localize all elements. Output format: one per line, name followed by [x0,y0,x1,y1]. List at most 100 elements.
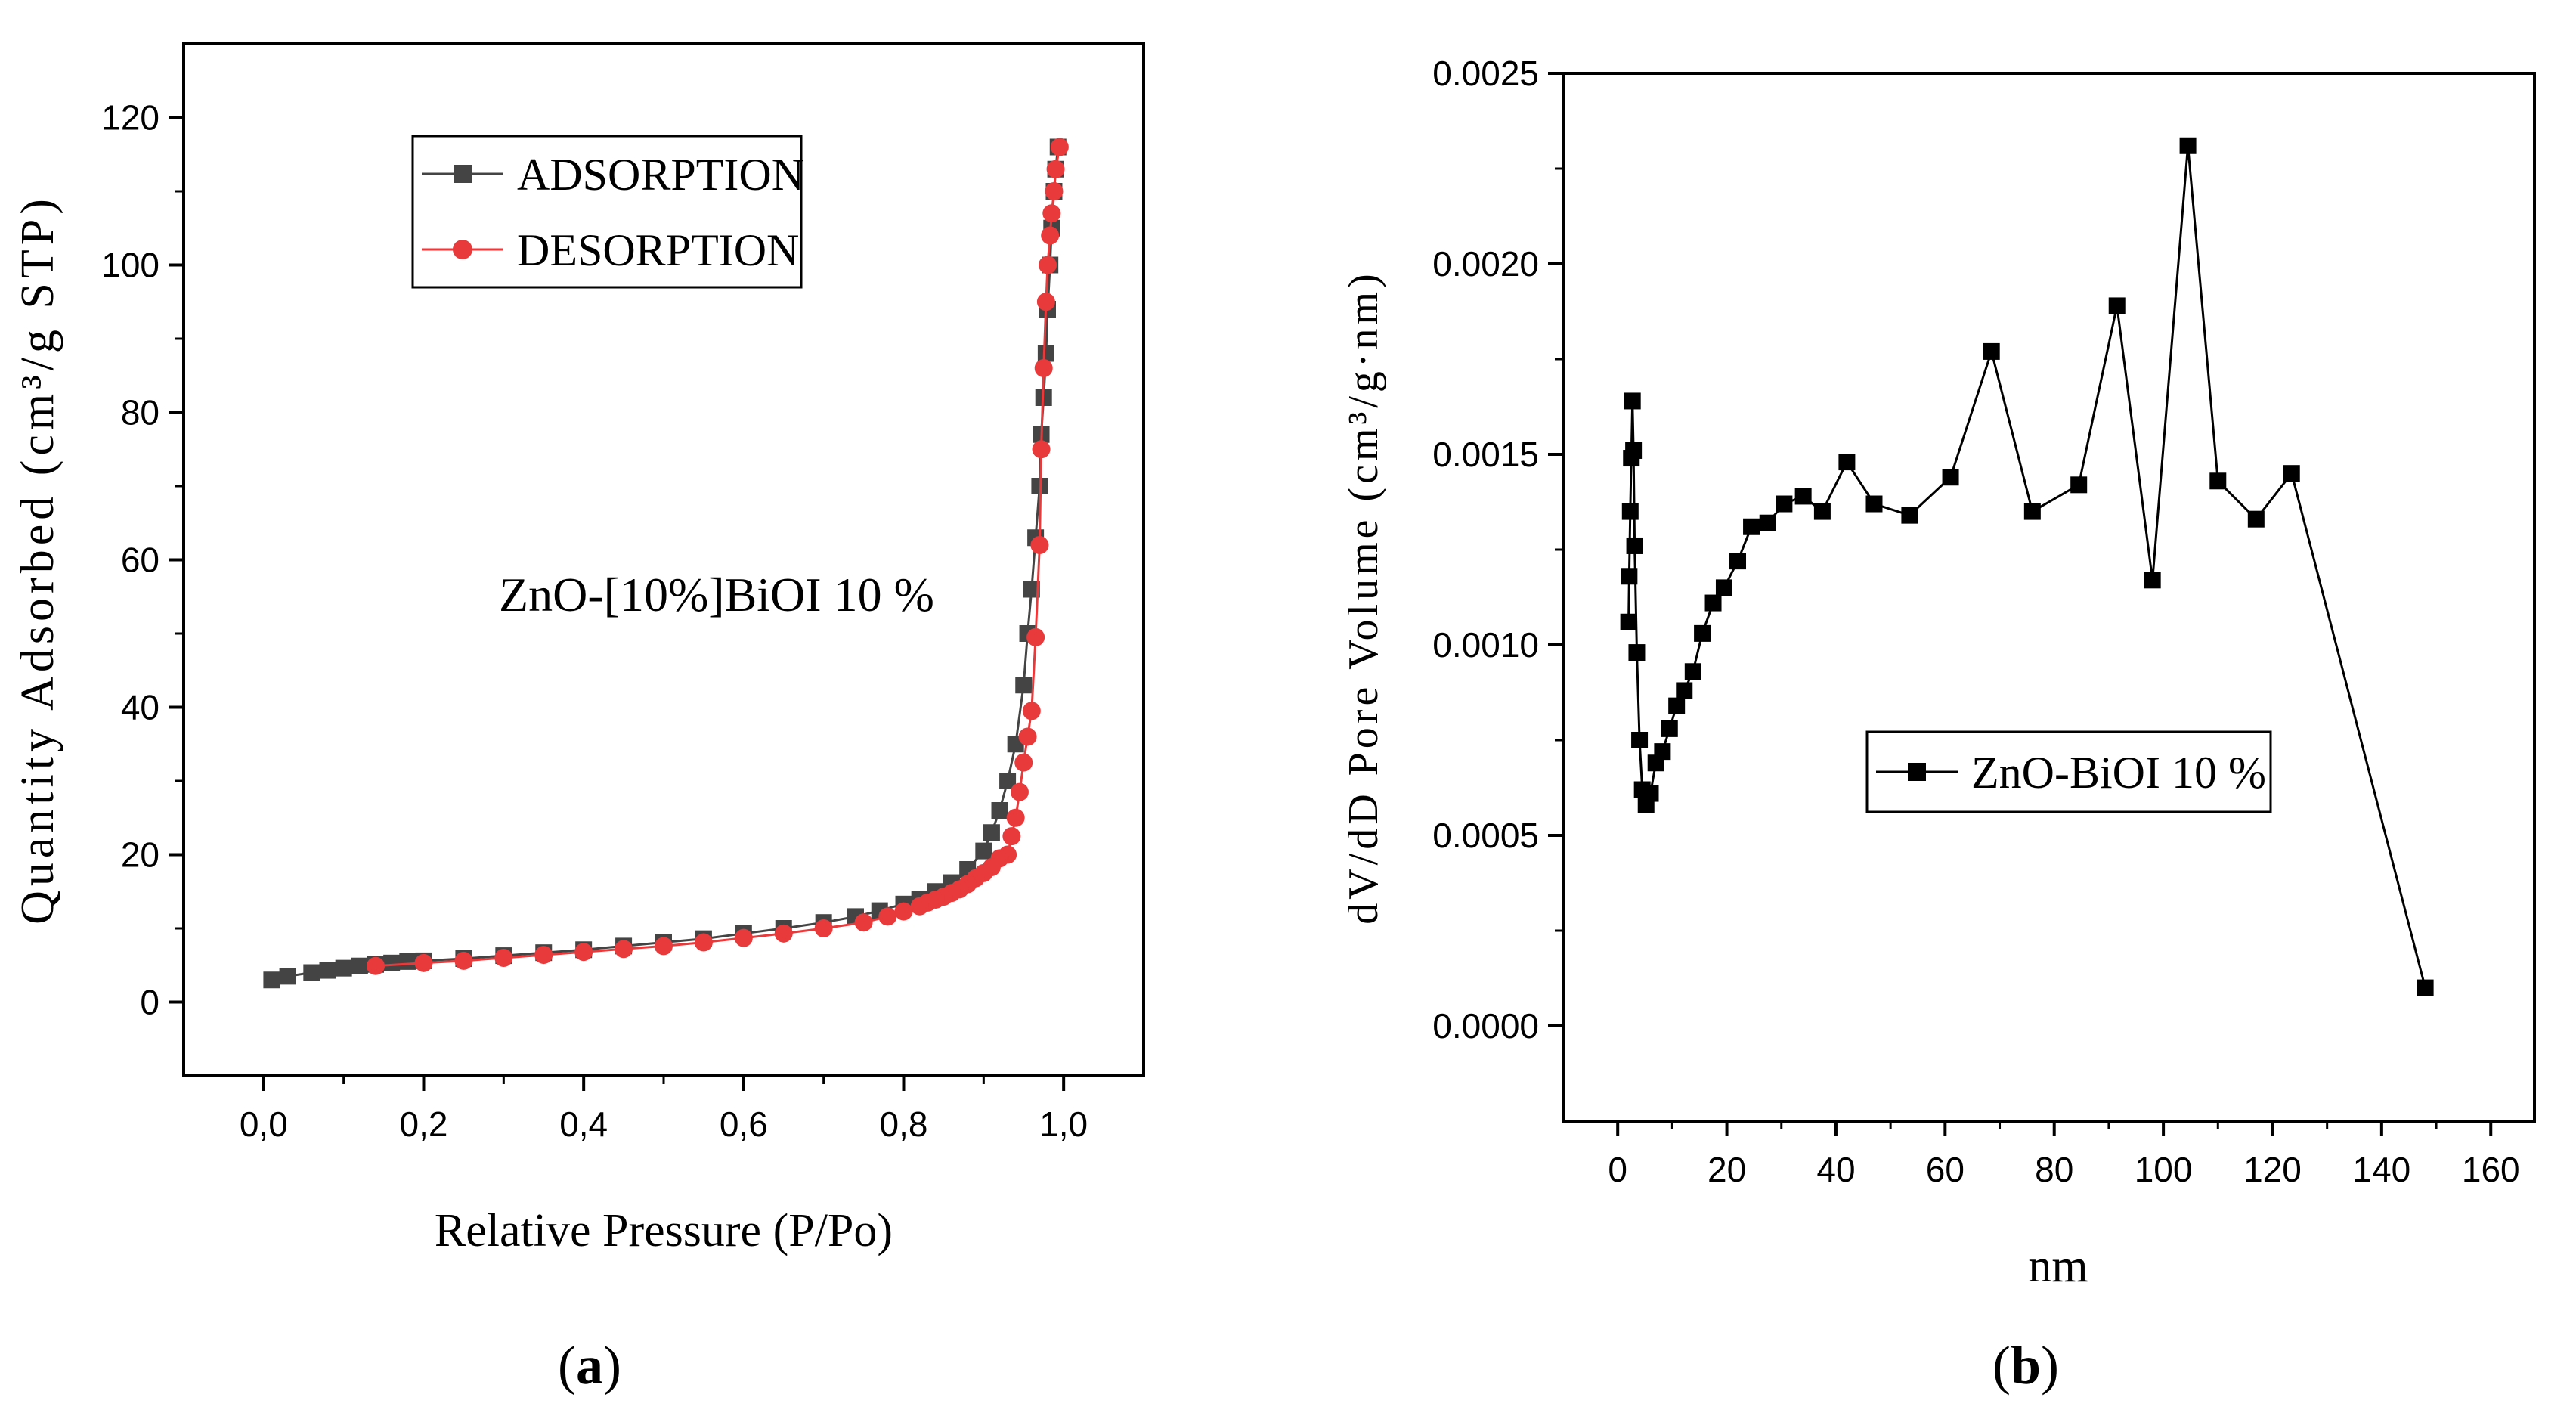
x-tick-label: 80 [2035,1150,2073,1189]
chart-b-x-axis-label: nm [2028,1241,2088,1292]
y-tick-label: 0.0005 [1432,816,1539,855]
chart-b-series [1620,137,2434,996]
data-point [1942,469,1959,486]
data-point [2144,572,2161,589]
chart-b-y-axis-label: dV/dD Pore Volume (cm³/g·nm) [1340,270,1387,925]
data-point [1628,644,1646,661]
x-tick-label: 0,6 [720,1105,768,1144]
data-point [1676,682,1693,699]
data-point [2179,137,2197,154]
data-point [774,924,793,943]
legend-marker [453,240,472,259]
data-point [1621,503,1639,520]
data-point [999,773,1017,789]
data-point [814,919,833,937]
data-point [1838,454,1856,471]
data-point [1034,359,1053,377]
data-point [1865,495,1883,513]
data-point [1668,697,1686,714]
data-point [991,802,1008,819]
y-tick-label: 60 [121,541,159,580]
data-point [734,928,753,947]
x-tick-label: 0,0 [240,1105,288,1144]
data-point [1018,727,1037,746]
data-point [975,842,992,860]
data-point [2070,476,2088,494]
x-tick-label: 0 [1608,1150,1627,1189]
panel-paren-open: ( [1992,1335,2011,1396]
data-point [2417,979,2434,996]
data-point [351,957,368,974]
data-point [1050,138,1069,156]
data-point [1813,503,1831,520]
data-point [878,907,897,926]
data-point [1032,440,1051,459]
data-point [1694,624,1711,642]
data-point [1002,827,1021,846]
chart-b-pore-size-distribution: 0 20 40 60 80 100 120 140 160 0.0000 0.0005 0.0010 0… [1340,54,2536,1396]
data-point [2023,503,2041,520]
data-point [303,964,320,981]
data-point [263,971,280,989]
data-point [615,940,633,959]
y-tick-label: 0 [140,983,159,1022]
chart-a-legend-box [411,135,803,289]
chart-a-ticks: 0,0 0,2 0,4 0,6 0,8 1,0 0 20 40 60 80 100 120 [101,98,1088,1145]
data-point [694,933,713,952]
data-point [1023,581,1040,598]
data-point [854,913,873,932]
y-tick-label: 80 [121,393,159,432]
data-point [1022,702,1041,720]
x-tick-label: 0,4 [559,1105,608,1144]
data-point [1006,808,1025,827]
data-point [1026,627,1045,646]
data-point [655,937,673,956]
chart-a-panel-label: (a) [558,1335,621,1396]
data-point [1715,579,1732,596]
data-point [2108,297,2126,314]
data-point [1041,226,1060,245]
y-tick-label: 0.0015 [1432,435,1539,474]
data-point [1625,442,1643,459]
data-point [454,951,473,970]
x-tick-label: 100 [2135,1150,2193,1189]
chart-a-adsorption-isotherm: 0,0 0,2 0,4 0,6 0,8 1,0 0 20 40 60 80 100 120 Relati… [12,42,1145,1396]
data-point [1624,392,1641,410]
data-point [1661,720,1678,737]
legend-label: DESORPTION [517,225,799,275]
data-point [1046,160,1065,178]
data-point [367,956,385,975]
chart-a-series [263,138,1069,989]
legend-marker [1908,763,1926,781]
x-tick-label: 0,8 [880,1105,928,1144]
y-tick-label: 0.0010 [1432,625,1539,665]
data-point [1631,732,1649,748]
chart-a-y-axis-label: Quantity Adsorbed (cm³/g STP) [12,194,63,925]
data-point [1983,342,2000,360]
y-tick-label: 120 [101,98,159,138]
data-point [534,946,553,965]
x-tick-label: 120 [2243,1150,2302,1189]
data-point [1759,514,1776,531]
x-tick-label: 1,0 [1039,1105,1088,1144]
data-point [1794,488,1812,505]
data-point [1010,782,1029,801]
x-tick-label: 160 [2462,1150,2520,1189]
data-point [910,897,929,916]
data-point [574,943,593,962]
y-tick-label: 40 [121,688,159,727]
panel-paren-close: ) [2041,1335,2059,1396]
chart-b-legend: ZnO-BiOI 10 % [1865,730,2272,813]
data-point [1704,594,1722,612]
data-point [1015,677,1033,694]
y-tick-label: 100 [101,246,159,285]
data-point [1743,518,1760,535]
panel-paren-close: ) [603,1335,621,1396]
x-tick-label: 140 [2352,1150,2410,1189]
data-point [1642,785,1659,802]
data-point [1014,753,1033,772]
y-tick-label: 0.0025 [1432,54,1539,93]
x-tick-label: 0,2 [400,1105,448,1144]
chart-a-sample-annotation: ZnO-[10%]BiOI 10 % [499,568,934,621]
